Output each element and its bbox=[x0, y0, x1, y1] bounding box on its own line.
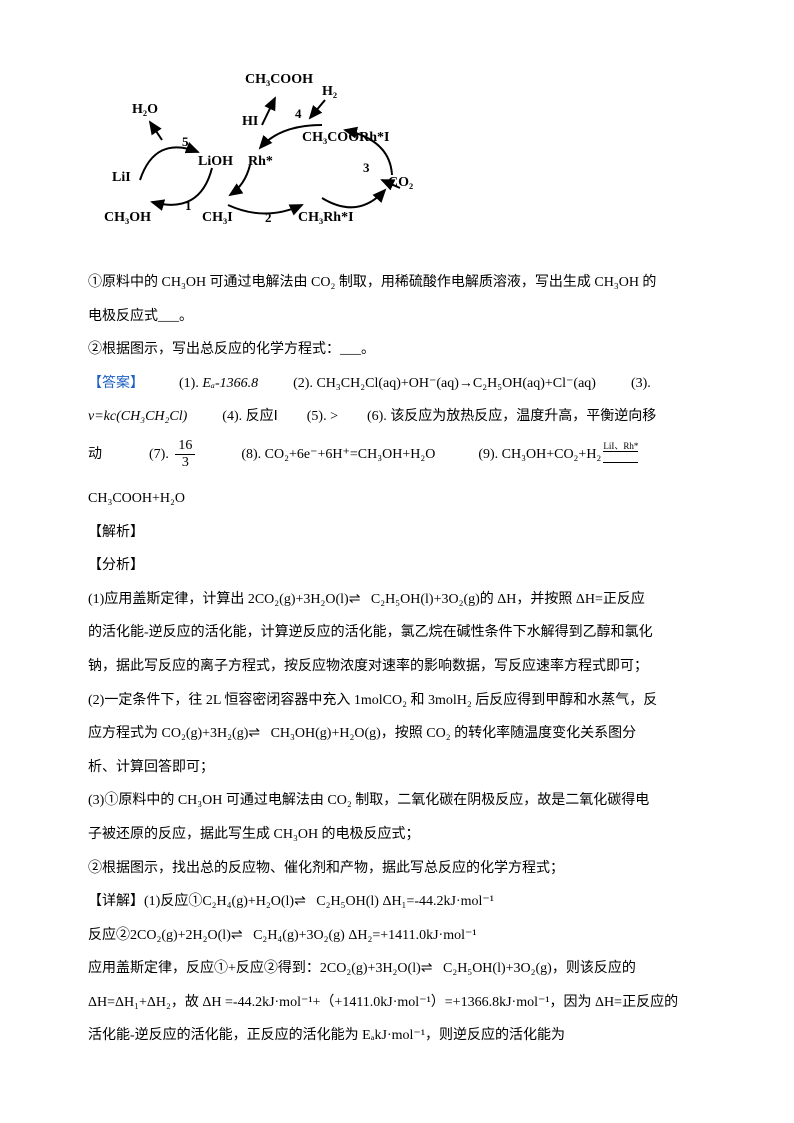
para-4-l3: 应用盖斯定律，反应①+反应②得到：2CO₂(g)+3H₂O(l)⇌ C₂H₅OH… bbox=[88, 952, 706, 986]
num-1: 1 bbox=[185, 198, 192, 214]
para-4-l2: 反应②2CO₂(g)+2H₂O(l)⇌ C₂H₄(g)+3O₂(g) ΔH₂=+… bbox=[88, 919, 706, 953]
para-3-l2: 子被还原的反应，据此写生成 CH₃OH 的电极反应式； bbox=[88, 818, 706, 852]
lbl-lii: LiI bbox=[112, 170, 131, 186]
ans-4b: 反应Ⅰ bbox=[246, 409, 278, 424]
text-line-3: ②根据图示，写出总反应的化学方程式：___。 bbox=[88, 333, 706, 367]
lbl-ch3cooh: CH₃COOH bbox=[245, 72, 313, 88]
answer-line-2: v=kc(CH₃CH₂Cl) (4). 反应Ⅰ (5). > (6). 该反应为… bbox=[88, 400, 706, 434]
ans-9-cond: LiI、Rh* bbox=[603, 442, 638, 463]
para-1-l1: (1)应用盖斯定律，计算出 2CO₂(g)+3H₂O(l)⇌ C₂H₅OH(l)… bbox=[88, 583, 706, 617]
num-2: 2 bbox=[265, 210, 272, 226]
reaction-cycle-diagram: CH₃COOH H₂O H₂ HI CH₃COORh*I LiI LiOH Rh… bbox=[100, 70, 410, 250]
ans-7a: (7). bbox=[149, 447, 169, 462]
para-2-l1: (2)一定条件下，往 2L 恒容密闭容器中充入 1molCO₂ 和 3molH₂… bbox=[88, 684, 706, 718]
ans-5a: (5). bbox=[307, 409, 327, 424]
ans-6c: 动 bbox=[88, 447, 102, 462]
ans-3a: (3). bbox=[631, 376, 651, 391]
ans-3b: v=kc(CH₃CH₂Cl) bbox=[88, 409, 187, 424]
num-3: 3 bbox=[363, 160, 370, 176]
ans-1b: Eₐ-1366.8 bbox=[202, 376, 258, 391]
answer-line-4: CH₃COOH+H₂O bbox=[88, 482, 706, 516]
answer-line-1: 【答案】 (1). Eₐ-1366.8 (2). CH₃CH₂Cl(aq)+OH… bbox=[88, 367, 706, 401]
ans-1a: (1). bbox=[179, 376, 199, 391]
ans-8a: (8). bbox=[241, 447, 261, 462]
ans-5b: > bbox=[330, 409, 338, 424]
lbl-co2: CO₂ bbox=[388, 175, 413, 191]
lbl-hi: HI bbox=[242, 114, 258, 130]
answer-label: 【答案】 bbox=[88, 376, 144, 391]
lbl-lioh: LiOH bbox=[198, 154, 233, 170]
lbl-ch3oh: CH₃OH bbox=[104, 210, 151, 226]
lbl-h2o: H₂O bbox=[132, 102, 158, 118]
jiexi-label: 【解析】 bbox=[88, 516, 706, 550]
ans-2b: CH₃CH₂Cl(aq)+OH⁻(aq)→C₂H₅OH(aq)+Cl⁻(aq) bbox=[316, 376, 596, 391]
ans-6b: 该反应为放热反应，温度升高，平衡逆向移 bbox=[390, 409, 656, 424]
para-3-l1: (3)①原料中的 CH₃OH 可通过电解法由 CO₂ 制取，二氧化碳在阴极反应，… bbox=[88, 784, 706, 818]
ans-9b: CH₃OH+CO₂+H₂ bbox=[502, 447, 602, 462]
num-5: 5 bbox=[182, 134, 189, 150]
ans-8b: CO₂+6e⁻+6H⁺=CH₃OH+H₂O bbox=[265, 447, 436, 462]
ans-2a: (2). bbox=[293, 376, 313, 391]
para-1-l3: 钠，据此写反应的离子方程式，按反应物浓度对速率的影响数据，写反应速率方程式即可； bbox=[88, 650, 706, 684]
answer-line-3: 动 (7). 16 3 (8). CO₂+6e⁻+6H⁺=CH₃OH+H₂O (… bbox=[88, 434, 706, 476]
text-line-1: ①原料中的 CH₃OH 可通过电解法由 CO₂ 制取，用稀硫酸作电解质溶液，写出… bbox=[88, 266, 706, 300]
xiangjie-line: 【详解】(1)反应①C₂H₄(g)+H₂O(l)⇌ C₂H₅OH(l) ΔH₁=… bbox=[88, 885, 706, 919]
para-2-l2: 应方程式为 CO₂(g)+3H₂(g)⇌ CH₃OH(g)+H₂O(g)，按照 … bbox=[88, 717, 706, 751]
num-4: 4 bbox=[295, 106, 302, 122]
para-4-l4: ΔH=ΔH₁+ΔH₂，故 ΔH =-44.2kJ·mol⁻¹+（+1411.0k… bbox=[88, 986, 706, 1020]
lbl-ch3rhi: CH₃Rh*I bbox=[298, 210, 354, 226]
xiangjie-label: 【详解】 bbox=[88, 894, 144, 909]
para-2-l3: 析、计算回答即可； bbox=[88, 751, 706, 785]
fenxi-label: 【分析】 bbox=[88, 549, 706, 583]
lbl-h2: H₂ bbox=[322, 84, 337, 100]
para-4-l5: 活化能-逆反应的活化能，正反应的活化能为 EₐkJ·mol⁻¹，则逆反应的活化能… bbox=[88, 1019, 706, 1053]
lbl-rhstar: Rh* bbox=[248, 154, 273, 170]
para-1-l2: 的活化能-逆反应的活化能，计算逆反应的活化能，氯乙烷在碱性条件下水解得到乙醇和氯… bbox=[88, 616, 706, 650]
ans-4a: (4). bbox=[222, 409, 242, 424]
ans-9a: (9). bbox=[478, 447, 498, 462]
para-3-l3: ②根据图示，找出总的反应物、催化剂和产物，据此写总反应的化学方程式； bbox=[88, 852, 706, 886]
lbl-ch3coorhi: CH₃COORh*I bbox=[302, 130, 389, 146]
para-4-l1: (1)反应①C₂H₄(g)+H₂O(l)⇌ C₂H₅OH(l) ΔH₁=-44.… bbox=[144, 894, 494, 909]
text-line-2: 电极反应式___。 bbox=[88, 300, 706, 334]
ans-7-frac: 16 3 bbox=[175, 439, 195, 470]
ans-6a: (6). bbox=[367, 409, 387, 424]
lbl-ch3i: CH₃I bbox=[202, 210, 233, 226]
